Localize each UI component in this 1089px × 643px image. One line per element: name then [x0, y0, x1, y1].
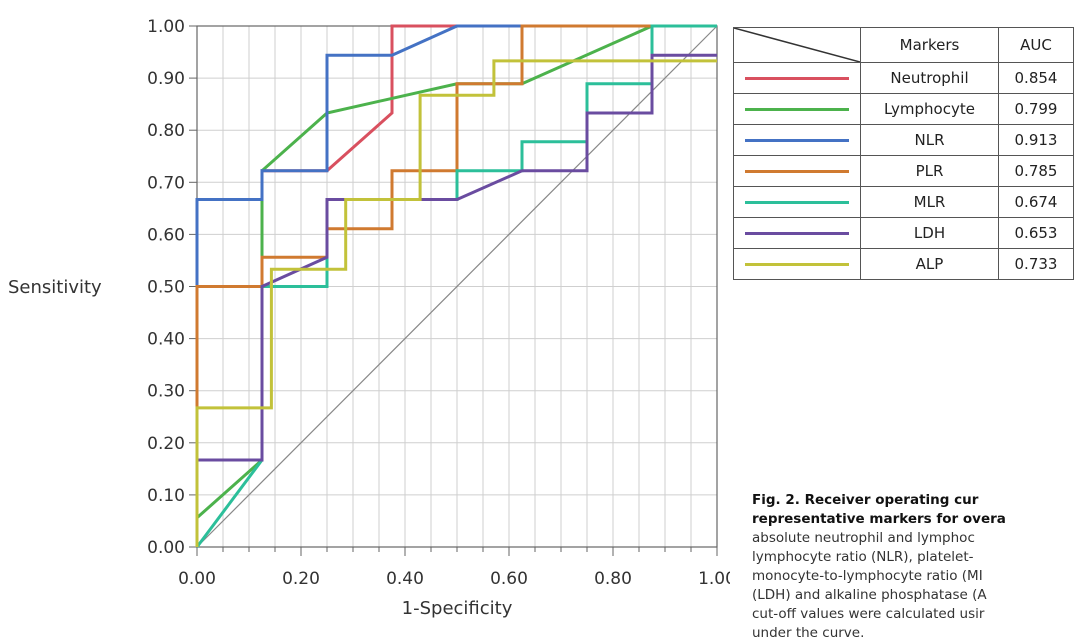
y-tick-labels: 0.00 0.10 0.20 0.30 0.40 0.50 0.60 0.70 0.80 0.90…: [147, 17, 185, 558]
y-tick-label: 0.00: [147, 538, 185, 558]
y-tick-label: 0.80: [147, 121, 185, 141]
legend-marker-name: NLR: [860, 124, 999, 156]
legend-row: LDH 0.653: [733, 217, 1074, 249]
y-tick-label: 0.70: [147, 173, 185, 193]
x-axis-title: 1-Specificity: [402, 598, 513, 619]
legend-auc-value: 0.854: [998, 62, 1074, 94]
legend-row: PLR 0.785: [733, 155, 1074, 187]
legend-row: ALP 0.733: [733, 248, 1074, 280]
grid-lines: [197, 26, 717, 547]
x-tick-label: 0.00: [178, 569, 216, 589]
legend-swatch: [745, 169, 849, 173]
legend-auc-value: 0.799: [998, 93, 1074, 125]
legend-swatch-cell: [733, 155, 861, 187]
legend-marker-name: Neutrophil: [860, 62, 999, 94]
x-tick-label: 0.20: [282, 569, 320, 589]
y-tick-label: 0.10: [147, 486, 185, 506]
roc-chart: 0.00 0.20 0.40 0.60 0.80 1.00 0.00 0.10 0.20 0.3…: [8, 17, 730, 619]
caption-line-8: under the curve.: [752, 625, 865, 641]
legend-swatch-cell: [733, 93, 861, 125]
y-tick-label: 0.20: [147, 434, 185, 454]
y-tick-label: 0.50: [147, 278, 185, 298]
legend-table: Markers AUC Neutrophil 0.854 Lymphocyte 0.7…: [733, 27, 1074, 280]
legend-row: NLR 0.913: [733, 124, 1074, 156]
legend-swatch: [745, 76, 849, 80]
legend-corner-cell: [733, 27, 861, 63]
legend-auc-value: 0.653: [998, 217, 1074, 249]
legend-swatch: [745, 262, 849, 266]
caption-line-2: representative markers for overa: [752, 511, 1006, 527]
roc-curves: [195, 24, 717, 548]
legend-marker-name: ALP: [860, 248, 999, 280]
legend-marker-name: MLR: [860, 186, 999, 218]
legend-auc-value: 0.785: [998, 155, 1074, 187]
legend-marker-name: LDH: [860, 217, 999, 249]
legend-swatch: [745, 138, 849, 142]
x-tick-label: 0.40: [386, 569, 424, 589]
caption-line-1: Fig. 2. Receiver operating cur: [752, 492, 979, 508]
legend-row: Lymphocyte 0.799: [733, 93, 1074, 125]
x-tick-label: 0.80: [594, 569, 632, 589]
legend-swatch: [745, 231, 849, 235]
roc-curve-ldh: [195, 53, 717, 547]
legend-swatch-cell: [733, 62, 861, 94]
y-tick-label: 0.90: [147, 69, 185, 89]
y-tick-label: 1.00: [147, 17, 185, 37]
caption-line-5: monocyte-to-lymphocyte ratio (MI: [752, 568, 983, 584]
legend-marker-name: PLR: [860, 155, 999, 187]
legend-swatch: [745, 200, 849, 204]
x-tick-label: 0.60: [490, 569, 528, 589]
legend-auc-value: 0.733: [998, 248, 1074, 280]
legend-row: MLR 0.674: [733, 186, 1074, 218]
corner-diagonal: [734, 28, 860, 62]
legend-swatch-cell: [733, 186, 861, 218]
y-axis-title: Sensitivity: [8, 277, 102, 298]
y-tick-label: 0.30: [147, 382, 185, 402]
caption-line-4: lymphocyte ratio (NLR), platelet-: [752, 549, 974, 565]
legend-swatch: [745, 107, 849, 111]
x-tick-label: 1.00: [698, 569, 730, 589]
y-tick-label: 0.40: [147, 330, 185, 350]
x-tick-labels: 0.00 0.20 0.40 0.60 0.80 1.00: [178, 569, 730, 589]
legend-swatch-cell: [733, 217, 861, 249]
caption-line-3: absolute neutrophil and lymphoc: [752, 530, 975, 546]
legend-header-row: Markers AUC: [733, 27, 1074, 63]
legend-swatch-cell: [733, 124, 861, 156]
roc-curve-alp: [195, 59, 717, 547]
legend-row: Neutrophil 0.854: [733, 62, 1074, 94]
legend-auc-value: 0.674: [998, 186, 1074, 218]
y-tick-label: 0.60: [147, 225, 185, 245]
roc-curve-nlr: [195, 24, 717, 547]
caption-line-7: cut-off values were calculated usir: [752, 606, 985, 622]
legend-header-markers: Markers: [860, 27, 999, 63]
legend-swatch-cell: [733, 248, 861, 280]
legend-header-auc: AUC: [998, 27, 1074, 63]
legend-auc-value: 0.913: [998, 124, 1074, 156]
caption-line-6: (LDH) and alkaline phosphatase (A: [752, 587, 987, 603]
figure-caption: Fig. 2. Receiver operating cur represent…: [752, 491, 1089, 643]
legend-body: Neutrophil 0.854 Lymphocyte 0.799 NLR 0.913 PL…: [733, 62, 1074, 280]
legend-marker-name: Lymphocyte: [860, 93, 999, 125]
